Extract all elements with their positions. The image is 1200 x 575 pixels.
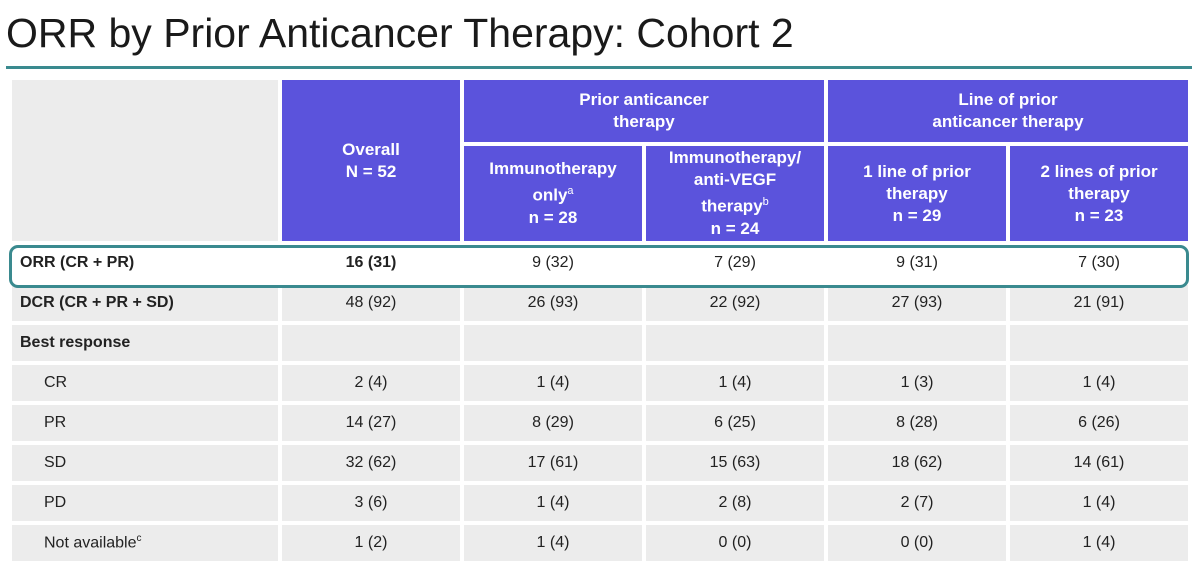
header-iv-line3: therapy — [701, 196, 763, 216]
table-cell: 1 (4) — [464, 525, 642, 561]
footnote-marker-b: b — [762, 196, 769, 209]
header-io-line2: only — [532, 185, 568, 205]
row-label: ORR (CR + PR) — [12, 245, 278, 281]
header-group-prior-line2: therapy — [613, 112, 675, 131]
header-two-line2: therapy — [1068, 183, 1130, 203]
page-title: ORR by Prior Anticancer Therapy: Cohort … — [6, 10, 794, 56]
table-cell: 48 (92) — [282, 285, 460, 321]
table-cell — [464, 325, 642, 361]
table-cell: 6 (26) — [1010, 405, 1189, 441]
header-group-prior-therapy: Prior anticancer therapy — [464, 80, 825, 142]
table-row-dcr: DCR (CR + PR + SD) 48 (92) 26 (93) 22 (9… — [12, 285, 1189, 321]
footnote-marker-c: c — [136, 533, 142, 545]
table-cell — [646, 325, 825, 361]
header-overall-n: N = 52 — [345, 161, 397, 181]
table-cell: 9 (32) — [464, 245, 642, 281]
header-iv-line1: Immunotherapy/ — [668, 148, 802, 168]
table-cell: 0 (0) — [646, 525, 825, 561]
table-cell: 1 (2) — [282, 525, 460, 561]
header-overall-label: Overall — [342, 139, 400, 159]
table-cell: 7 (29) — [646, 245, 825, 281]
table-cell: 17 (61) — [464, 445, 642, 481]
table-cell: 1 (4) — [1010, 525, 1189, 561]
table-cell: 2 (4) — [282, 365, 460, 401]
table-cell: 8 (28) — [828, 405, 1007, 441]
row-label: PD — [12, 485, 278, 521]
header-iv-line2: anti-VEGF — [693, 170, 777, 190]
footnote-marker-a: a — [567, 185, 574, 198]
header-two-lines-prior: 2 lines of prior therapy n = 23 — [1010, 146, 1189, 241]
table-cell: 18 (62) — [828, 445, 1007, 481]
header-group-prior-line1: Prior anticancer — [579, 90, 709, 109]
header-io-n: n = 28 — [528, 207, 578, 227]
row-label-text: Not available — [44, 534, 137, 552]
header-iv-n: n = 24 — [710, 218, 760, 238]
table-cell: 2 (7) — [828, 485, 1007, 521]
table-cell: 26 (93) — [464, 285, 642, 321]
header-group-line-line2: anticancer therapy — [932, 112, 1084, 131]
table-cell: 1 (4) — [1010, 365, 1189, 401]
row-label: DCR (CR + PR + SD) — [12, 285, 278, 321]
table-cell: 1 (4) — [1010, 485, 1189, 521]
table-cell: 15 (63) — [646, 445, 825, 481]
table-cell: 8 (29) — [464, 405, 642, 441]
row-label: Best response — [12, 325, 278, 361]
table-cell: 1 (4) — [464, 485, 642, 521]
header-immunotherapy-only: Immunotherapy onlya n = 28 — [464, 146, 642, 241]
header-two-line1: 2 lines of prior — [1040, 161, 1158, 181]
table-row-sd: SD 32 (62) 17 (61) 15 (63) 18 (62) 14 (6… — [12, 445, 1189, 481]
header-one-line2: therapy — [886, 183, 948, 203]
table-cell: 21 (91) — [1010, 285, 1189, 321]
table-row-cr: CR 2 (4) 1 (4) 1 (4) 1 (3) 1 (4) — [12, 365, 1189, 401]
table-cell: 2 (8) — [646, 485, 825, 521]
table-cell: 32 (62) — [282, 445, 460, 481]
header-io-line1: Immunotherapy — [489, 159, 617, 179]
header-group-line-of-therapy: Line of prior anticancer therapy — [828, 80, 1189, 142]
header-immunotherapy-anti-vegf: Immunotherapy/ anti-VEGF therapyb n = 24 — [646, 146, 825, 241]
table-cell: 1 (4) — [646, 365, 825, 401]
table-cell — [828, 325, 1007, 361]
table-cell: 16 (31) — [282, 245, 460, 281]
table-cell: 22 (92) — [646, 285, 825, 321]
title-divider — [6, 66, 1192, 69]
header-two-n: n = 23 — [1074, 205, 1124, 225]
row-label: Not availablec — [12, 525, 278, 561]
orr-table: Overall N = 52 Prior anticancer therapy … — [8, 76, 1192, 565]
table-cell: 9 (31) — [828, 245, 1007, 281]
table-row-pd: PD 3 (6) 1 (4) 2 (8) 2 (7) 1 (4) — [12, 485, 1189, 521]
header-one-n: n = 29 — [892, 205, 942, 225]
table-cell: 1 (4) — [464, 365, 642, 401]
table-cell: 14 (27) — [282, 405, 460, 441]
header-one-line-prior: 1 line of prior therapy n = 29 — [828, 146, 1007, 241]
table-cell: 0 (0) — [828, 525, 1007, 561]
table-cell — [282, 325, 460, 361]
header-overall: Overall N = 52 — [282, 80, 460, 241]
row-label: SD — [12, 445, 278, 481]
table-cell: 27 (93) — [828, 285, 1007, 321]
header-one-line1: 1 line of prior — [863, 161, 971, 181]
row-label: PR — [12, 405, 278, 441]
table-row-not-available: Not availablec 1 (2) 1 (4) 0 (0) 0 (0) 1… — [12, 525, 1189, 561]
row-label: CR — [12, 365, 278, 401]
table-cell: 7 (30) — [1010, 245, 1189, 281]
table-cell: 1 (3) — [828, 365, 1007, 401]
table-cell: 3 (6) — [282, 485, 460, 521]
header-group-line-line1: Line of prior — [958, 90, 1058, 109]
table-cell — [1010, 325, 1189, 361]
table-row-orr: ORR (CR + PR) 16 (31) 9 (32) 7 (29) 9 (3… — [12, 245, 1189, 281]
table-cell: 6 (25) — [646, 405, 825, 441]
table-row-pr: PR 14 (27) 8 (29) 6 (25) 8 (28) 6 (26) — [12, 405, 1189, 441]
header-corner — [12, 80, 278, 241]
table-row-best-response: Best response — [12, 325, 1189, 361]
table-cell: 14 (61) — [1010, 445, 1189, 481]
